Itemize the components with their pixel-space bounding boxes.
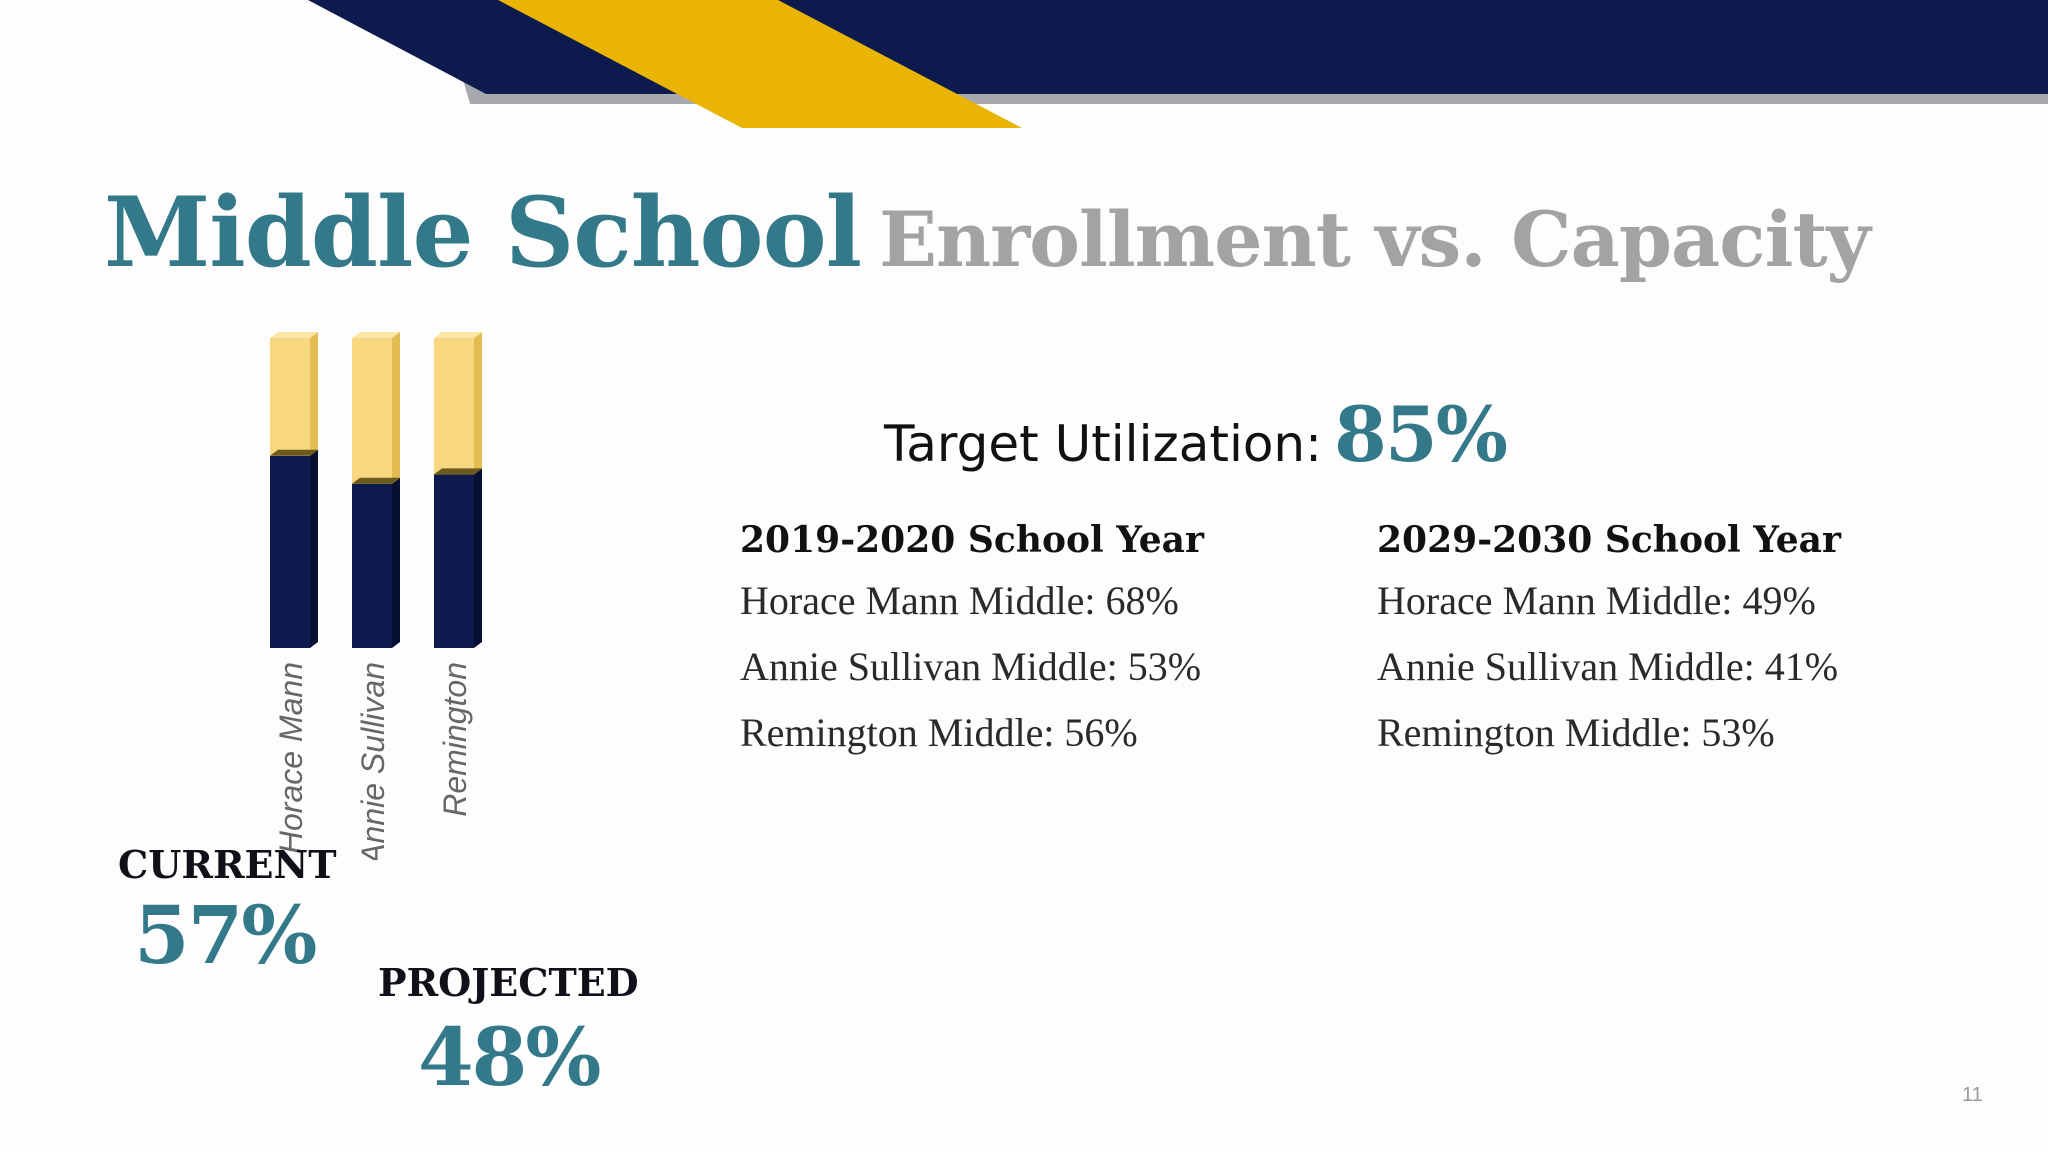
target-utilization: Target Utilization: 85% <box>884 390 1508 479</box>
year-heading: 2019-2020 School Year <box>740 519 1204 561</box>
bar-level-marker <box>434 468 482 475</box>
school-stat: Horace Mann Middle: 49% <box>1377 578 1816 623</box>
bar-top <box>434 332 482 338</box>
bar-capacity-side <box>392 332 400 484</box>
bar-capacity <box>270 338 310 456</box>
header-banner <box>308 0 2048 128</box>
school-stat: Annie Sullivan Middle: 53% <box>740 644 1202 689</box>
banner-gold <box>498 0 1022 128</box>
projected-label: PROJECTED <box>378 960 639 1005</box>
title-main: Middle School <box>104 176 862 289</box>
slide-title: Middle School Enrollment vs. Capacity <box>104 176 1871 289</box>
bar-top <box>352 332 400 338</box>
bar-level-marker <box>352 477 400 484</box>
year-column-2029: 2029-2030 School Year Horace Mann Middle… <box>1377 512 1841 766</box>
school-stat: Remington Middle: 53% <box>1377 710 1775 755</box>
year-heading: 2029-2030 School Year <box>1377 519 1841 561</box>
bar-capacity-side <box>474 332 482 475</box>
bar-enrolled-side <box>392 477 400 648</box>
target-label: Target Utilization: <box>884 415 1322 473</box>
bar-top <box>270 332 318 338</box>
bar-capacity-side <box>310 332 318 456</box>
school-stat: Remington Middle: 56% <box>740 710 1138 755</box>
year-column-2019: 2019-2020 School Year Horace Mann Middle… <box>740 512 1204 766</box>
category-label: Remington <box>437 662 473 817</box>
current-value: 57% <box>134 888 317 982</box>
page-number: 11 <box>1962 1084 1983 1106</box>
school-stat: Horace Mann Middle: 68% <box>740 578 1179 623</box>
projected-value: 48% <box>418 1010 601 1104</box>
bar-enrolled <box>434 474 474 648</box>
bar-enrolled <box>270 455 310 648</box>
bar-level-marker <box>270 449 318 456</box>
category-label: Horace Mann <box>273 662 309 854</box>
bar-enrolled <box>352 483 392 648</box>
bar-capacity <box>434 338 474 475</box>
bar-enrolled-side <box>474 468 482 648</box>
bar-capacity <box>352 338 392 484</box>
utilization-bar-chart: Horace Mann Annie Sullivan Remington <box>270 332 482 860</box>
target-value: 85% <box>1333 390 1508 479</box>
bar-enrolled-side <box>310 449 318 648</box>
category-label: Annie Sullivan <box>355 662 391 860</box>
school-stat: Annie Sullivan Middle: 41% <box>1377 644 1839 689</box>
title-sub: Enrollment vs. Capacity <box>879 195 1871 284</box>
current-label: CURRENT <box>118 842 337 887</box>
